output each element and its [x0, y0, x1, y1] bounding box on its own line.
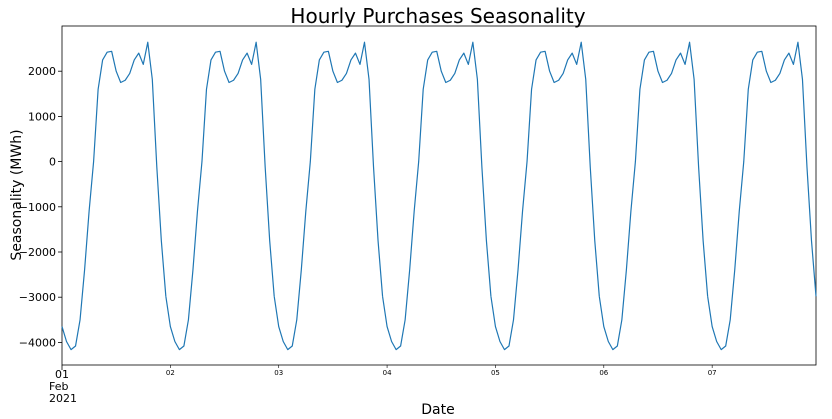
y-axis-label: Seasonality (MWh) [9, 129, 25, 260]
x-axis-label: Date [421, 402, 454, 418]
y-tick-label: −3000 [19, 291, 56, 304]
x-tick-label-minor: 06 [599, 369, 608, 377]
series-line-day-5 [490, 41, 600, 351]
x-tick-label-minor: 07 [708, 369, 717, 377]
y-tick-label: −2000 [19, 246, 56, 259]
y-tick-label: 1000 [28, 110, 56, 123]
series-line-day-4 [381, 41, 492, 351]
x-tick-label-minor: 05 [491, 369, 500, 377]
y-tick-label: 2000 [28, 65, 56, 78]
y-tick-label: −1000 [19, 201, 56, 214]
x-tick-label-minor: 02 [166, 369, 175, 377]
x-tick-label-minor: 03 [274, 369, 283, 377]
y-tick-label: 0 [49, 156, 56, 169]
series-line-day-3 [273, 41, 384, 351]
series-line-day-2 [165, 41, 275, 351]
chart-title: Hourly Purchases Seasonality [290, 4, 585, 28]
plot-area-frame [61, 25, 817, 366]
x-tick-label-major: 2021 [49, 392, 77, 405]
series-line-day-7 [707, 41, 817, 351]
series-line-day-1 [61, 41, 167, 351]
series-lines [61, 41, 817, 351]
y-axis: −4000 −3000 −2000 −1000 0 1000 2000 [19, 65, 62, 349]
series-line-day-6 [598, 41, 709, 351]
x-tick-label-minor: 04 [383, 369, 392, 377]
x-tick-label-major: Feb [49, 380, 68, 393]
y-tick-label: −4000 [19, 336, 56, 349]
x-tick-label-major: 01 [55, 368, 69, 381]
